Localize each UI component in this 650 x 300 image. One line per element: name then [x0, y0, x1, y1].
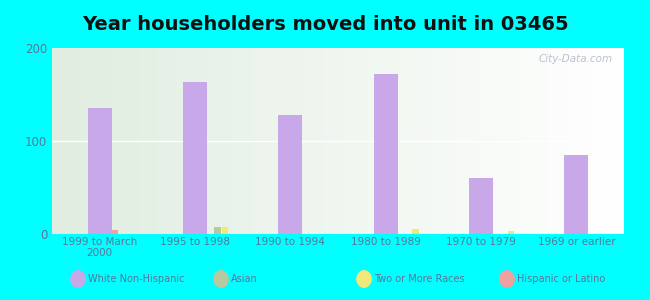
- Text: Asian: Asian: [231, 274, 257, 284]
- Text: Year householders moved into unit in 03465: Year householders moved into unit in 034…: [82, 15, 568, 34]
- Text: White Non-Hispanic: White Non-Hispanic: [88, 274, 184, 284]
- Bar: [412, 229, 419, 234]
- Bar: [508, 231, 514, 234]
- Text: Hispanic or Latino: Hispanic or Latino: [517, 274, 605, 284]
- Bar: [278, 115, 302, 234]
- Text: City-Data.com: City-Data.com: [538, 54, 612, 64]
- Bar: [564, 155, 588, 234]
- Bar: [374, 74, 398, 234]
- Bar: [88, 108, 112, 234]
- Text: Two or More Races: Two or More Races: [374, 274, 464, 284]
- Bar: [183, 82, 207, 234]
- Bar: [214, 227, 221, 234]
- Bar: [222, 227, 228, 234]
- Bar: [469, 178, 493, 234]
- Bar: [111, 230, 118, 234]
